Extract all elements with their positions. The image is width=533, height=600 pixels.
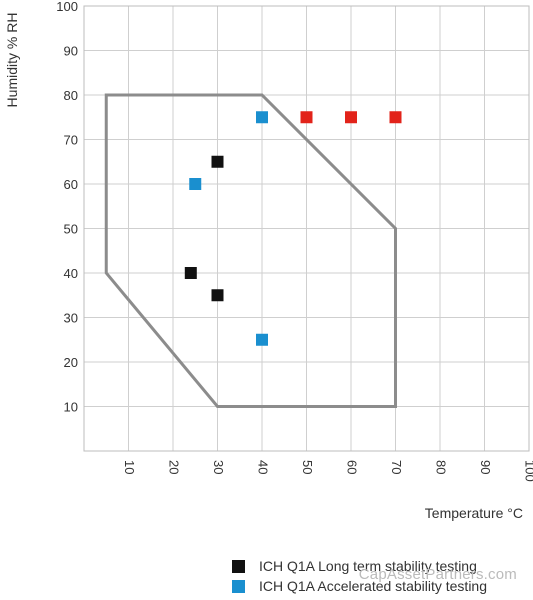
y-tick-label: 80	[64, 88, 78, 103]
y-tick-label: 30	[64, 311, 78, 326]
x-tick-label: 30	[211, 460, 226, 474]
y-tick-label: 100	[56, 0, 78, 14]
x-tick-labels: 10 20 30 40 50 60 70 80 90 100	[122, 460, 533, 482]
legend-label-long-term: ICH Q1A Long term stability testing	[259, 558, 477, 574]
legend-swatch-long-term	[232, 559, 245, 573]
x-tick-label: 10	[122, 460, 137, 474]
data-point	[300, 111, 313, 124]
legend: ICH Q1A Long term stability testing ICH …	[232, 556, 487, 596]
stability-region-outline	[104, 93, 397, 408]
x-tick-label: 20	[167, 460, 182, 474]
x-tick-label: 80	[434, 460, 449, 474]
grid	[83, 5, 530, 452]
y-tick-label: 10	[64, 400, 78, 415]
data-point	[211, 289, 224, 302]
x-axis-title: Temperature °C	[425, 505, 523, 521]
x-tick-label: 60	[345, 460, 360, 474]
data-point	[184, 267, 197, 279]
legend-item-accelerated: ICH Q1A Accelerated stability testing	[232, 576, 487, 596]
y-tick-label: 50	[64, 222, 78, 237]
region-layer	[104, 93, 397, 408]
x-tick-label: 90	[478, 460, 493, 474]
y-axis-title: Humidity % RH	[4, 13, 20, 108]
y-tick-labels: 10 20 30 40 50 60 70 80 90 100	[56, 0, 78, 415]
x-tick-label: 50	[300, 460, 315, 474]
legend-swatch-accelerated	[232, 579, 245, 593]
y-tick-label: 90	[64, 44, 78, 59]
y-tick-label: 70	[64, 133, 78, 148]
plot-frame	[83, 5, 530, 452]
watermark: CapAssetPartners.com	[358, 566, 517, 583]
data-point	[389, 111, 402, 124]
data-point	[345, 111, 357, 124]
data-point	[211, 155, 224, 168]
legend-item-long-term: ICH Q1A Long term stability testing	[232, 556, 487, 576]
points-layer	[184, 111, 402, 346]
x-tick-label: 100	[523, 460, 533, 482]
data-point	[189, 178, 202, 190]
data-point	[256, 111, 268, 124]
y-tick-label: 60	[64, 177, 78, 192]
x-tick-label: 40	[256, 460, 271, 474]
data-point	[256, 333, 268, 346]
legend-label-accelerated: ICH Q1A Accelerated stability testing	[259, 578, 487, 594]
y-tick-label: 40	[64, 266, 78, 281]
y-tick-label: 20	[64, 355, 78, 370]
x-tick-label: 70	[389, 460, 404, 474]
